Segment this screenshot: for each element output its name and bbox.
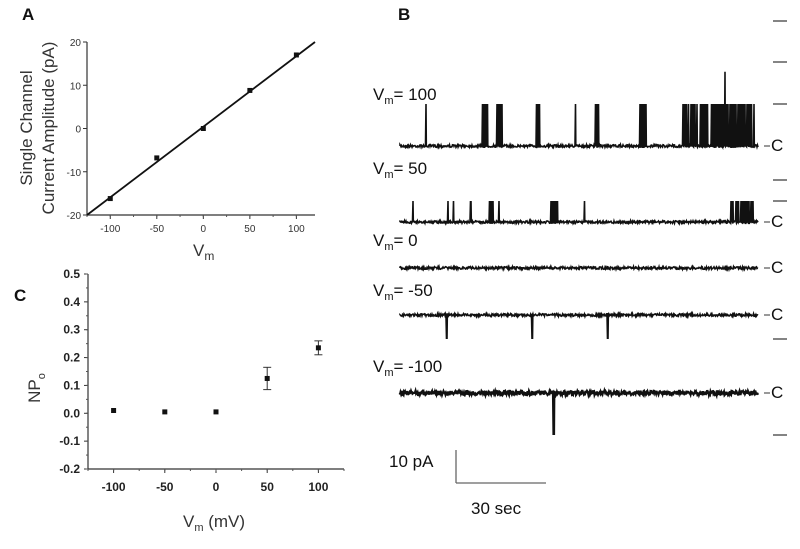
- current-trace: [398, 386, 760, 436]
- closed-level-label: C: [771, 383, 783, 402]
- x-tick-label: -50: [150, 224, 165, 235]
- closed-level-label: C: [771, 305, 783, 324]
- panel-a-iv-plot: Single Channel Current Amplitude (pA) Vm…: [17, 38, 316, 263]
- y-tick-label: 0.4: [63, 295, 80, 309]
- y-tick-label: -10: [67, 168, 82, 179]
- scale-bar-current-label: 10 pA: [389, 452, 434, 471]
- panel-a-ylabel-line2: Current Amplitude (pA): [39, 42, 58, 215]
- data-point: [154, 155, 160, 161]
- x-tick-label: -100: [100, 224, 120, 235]
- y-tick-label: 0: [75, 125, 81, 136]
- trace-label: Vm= -100: [373, 357, 442, 379]
- current-trace: [399, 200, 759, 227]
- panel-c-xlabel: Vm (mV): [183, 512, 245, 534]
- x-tick-label: 50: [244, 224, 256, 235]
- scale-bar: 10 pA 30 sec: [389, 450, 546, 518]
- data-point: [264, 375, 270, 381]
- x-tick-label: -50: [156, 480, 174, 494]
- data-point: [293, 52, 299, 58]
- current-trace: [399, 263, 759, 273]
- x-tick-label: -100: [102, 480, 126, 494]
- panel-c-ylabel: NPo: [25, 373, 48, 403]
- data-point: [107, 196, 113, 202]
- panel-a-xlabel: Vm: [193, 241, 214, 263]
- y-tick-label: 0.5: [63, 267, 80, 281]
- data-point: [315, 345, 321, 351]
- y-tick-label: 0.2: [63, 351, 80, 365]
- panel-label-c: C: [14, 286, 26, 305]
- data-point: [200, 126, 206, 131]
- x-tick-label: 100: [288, 224, 305, 235]
- y-tick-label: 10: [70, 81, 82, 92]
- panel-label-b: B: [398, 5, 410, 24]
- y-tick-label: 20: [70, 38, 82, 49]
- panel-c-npo-plot: NPo Vm (mV) -100 -50 0 50 100 -0.2 -0.1 0.0 0.1 0…: [25, 267, 345, 534]
- y-tick-label: 0.1: [63, 378, 80, 392]
- y-tick-label: -0.2: [59, 462, 80, 476]
- x-tick-label: 50: [261, 480, 275, 494]
- y-tick-label: 0.3: [63, 323, 80, 337]
- panel-a-ylabel-line1: Single Channel: [17, 70, 36, 185]
- x-tick-label: 0: [213, 480, 220, 494]
- closed-level-label: C: [771, 212, 783, 231]
- data-point: [247, 87, 253, 93]
- panel-c-axes: [87, 274, 344, 470]
- x-tick-label: 0: [201, 224, 207, 235]
- data-point: [111, 408, 117, 413]
- panel-b-single-channel-traces: Vm= 100 C Vm= 50 C Vm= 0 C Vm= -50 C Vm= -100 C: [373, 20, 787, 436]
- scale-bar-time-label: 30 sec: [471, 499, 522, 518]
- current-trace: [399, 310, 759, 340]
- y-tick-label: -20: [67, 211, 82, 222]
- closed-level-label: C: [771, 136, 783, 155]
- trace-label: Vm= 50: [373, 159, 427, 181]
- trace-label: Vm= -50: [373, 281, 433, 303]
- y-tick-label: -0.1: [59, 434, 80, 448]
- data-point: [162, 409, 168, 415]
- current-trace: [399, 71, 759, 151]
- panel-label-a: A: [22, 5, 34, 24]
- data-point: [213, 409, 219, 415]
- trace-label: Vm= 100: [373, 85, 437, 107]
- y-tick-label: 0.0: [63, 406, 80, 420]
- closed-level-label: C: [771, 258, 783, 277]
- x-tick-label: 100: [308, 480, 328, 494]
- trace-label: Vm= 0: [373, 231, 418, 253]
